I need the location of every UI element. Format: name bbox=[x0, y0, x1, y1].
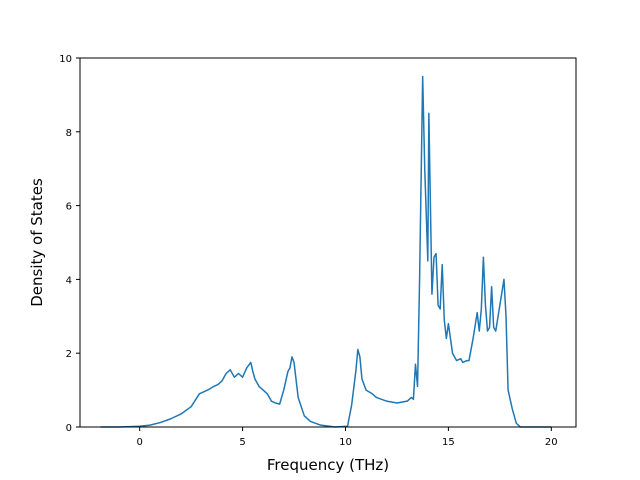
x-tick-label: 10 bbox=[339, 437, 352, 448]
plot-area bbox=[100, 75, 552, 428]
y-tick-label: 8 bbox=[66, 128, 72, 139]
x-tick-label: 20 bbox=[545, 437, 558, 448]
y-tick-label: 10 bbox=[59, 54, 72, 65]
x-tick-label: 0 bbox=[136, 437, 142, 448]
x-axis-title: Frequency (THz) bbox=[267, 456, 389, 474]
y-tick-label: 4 bbox=[66, 275, 72, 286]
y-tick-label: 0 bbox=[66, 423, 72, 434]
x-tick-label: 5 bbox=[239, 437, 245, 448]
y-tick-label: 6 bbox=[66, 202, 72, 213]
y-tick-label: 2 bbox=[66, 349, 72, 360]
x-tick-label: 15 bbox=[442, 437, 455, 448]
dos-series-line-0 bbox=[100, 75, 552, 428]
y-axis-title: Density of States bbox=[28, 178, 46, 307]
y-axis: 0 2 4 6 8 10 bbox=[59, 54, 80, 434]
x-axis: 0 5 10 15 20 bbox=[136, 427, 558, 448]
axes-frame bbox=[79, 57, 577, 428]
